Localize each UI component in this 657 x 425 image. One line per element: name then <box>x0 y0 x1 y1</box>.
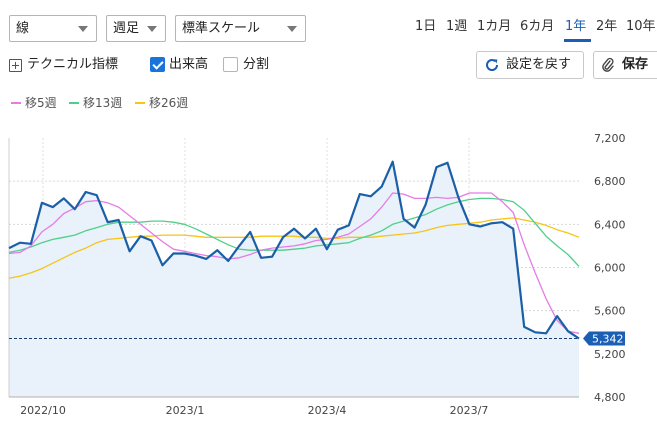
chart-type-select[interactable]: 線 <box>9 15 97 42</box>
active-period-indicator <box>564 39 591 42</box>
y-tick-label: 5,200 <box>594 348 626 361</box>
x-tick-label: 2022/10 <box>20 404 66 417</box>
scale-value: 標準スケール <box>182 21 261 36</box>
chevron-down-icon <box>287 26 297 32</box>
y-tick-label: 5,600 <box>594 305 626 318</box>
refresh-icon <box>486 59 499 71</box>
legend-ma5-label: 移5週 <box>25 96 57 110</box>
y-tick-label: 6,400 <box>594 218 626 231</box>
ma-line-移13週 <box>8 197 580 267</box>
paperclip-icon <box>602 57 614 72</box>
price-line <box>8 160 580 340</box>
y-tick-label: 6,800 <box>594 175 626 188</box>
split-label: 分割 <box>243 57 270 72</box>
price-chart[interactable]: 7,200 6,800 6,400 6,000 5,600 5,200 4,800 2022/… <box>0 120 657 420</box>
chevron-down-icon <box>147 26 157 32</box>
x-tick-label: 2023/7 <box>450 404 489 417</box>
legend-ma5-swatch <box>11 101 21 104</box>
scale-select[interactable]: 標準スケール <box>175 15 306 42</box>
legend-ma13: 移13週 <box>69 96 122 110</box>
period-tab-2y[interactable]: 2年 <box>596 19 618 34</box>
price-area <box>9 161 579 397</box>
y-tick-label: 7,200 <box>594 132 626 145</box>
technical-indicator-button[interactable]: テクニカル指標 <box>27 57 119 72</box>
save-button[interactable]: 保存 <box>593 51 657 79</box>
volume-label: 出来高 <box>169 57 209 72</box>
volume-checkbox[interactable] <box>150 57 165 72</box>
chart-type-value: 線 <box>16 21 30 36</box>
split-checkbox[interactable] <box>223 57 238 72</box>
period-tab-1y[interactable]: 1年 <box>565 19 587 34</box>
interval-value: 週足 <box>113 21 140 36</box>
legend-ma26-swatch <box>135 101 145 104</box>
y-tick-label: 6,000 <box>594 262 626 275</box>
x-tick-label: 2023/1 <box>166 404 205 417</box>
ma-line-移5週 <box>8 192 580 334</box>
period-tab-10y[interactable]: 10年 <box>626 19 656 34</box>
plus-icon[interactable] <box>9 59 22 72</box>
y-tick-label: 4,800 <box>594 391 626 404</box>
period-tab-1m[interactable]: 1カ月 <box>477 19 512 34</box>
legend-ma13-label: 移13週 <box>83 96 123 110</box>
period-tab-1d[interactable]: 1日 <box>415 19 437 34</box>
save-label: 保存 <box>622 57 649 72</box>
reset-settings-label: 設定を戻す <box>506 57 572 72</box>
legend-ma5: 移5週 <box>11 96 57 110</box>
interval-select[interactable]: 週足 <box>106 15 166 42</box>
legend-ma13-swatch <box>69 101 79 104</box>
x-tick-label: 2023/4 <box>308 404 347 417</box>
chevron-down-icon <box>78 26 88 32</box>
period-tab-1w[interactable]: 1週 <box>446 19 468 34</box>
last-price-label: 5,342 <box>592 333 624 346</box>
legend-ma26: 移26週 <box>135 96 188 110</box>
legend-ma26-label: 移26週 <box>149 96 189 110</box>
last-price-badge <box>583 331 625 346</box>
reset-settings-button[interactable]: 設定を戻す <box>476 51 584 79</box>
period-tab-6m[interactable]: 6カ月 <box>520 19 555 34</box>
ma-line-移26週 <box>8 217 580 279</box>
